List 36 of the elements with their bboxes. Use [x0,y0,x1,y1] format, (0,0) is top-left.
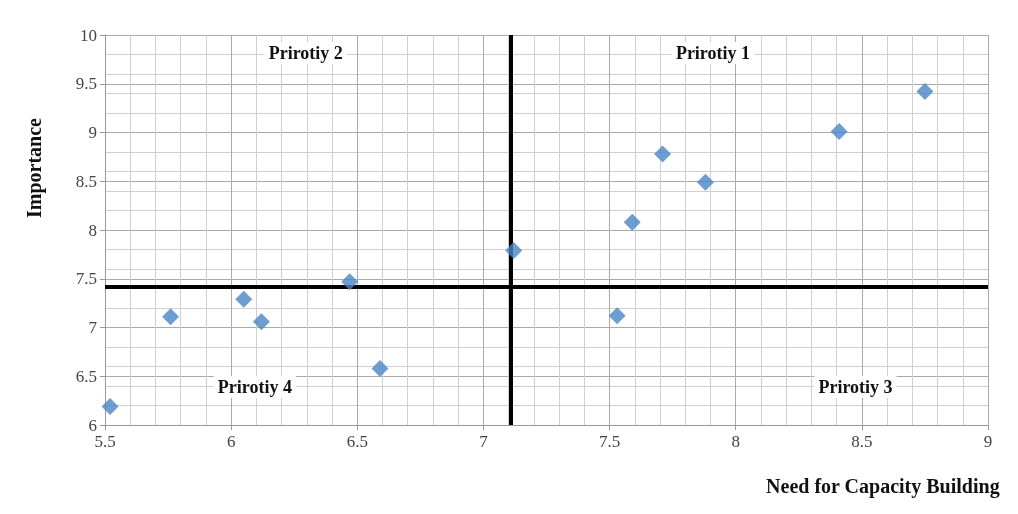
x-tick-label: 8 [731,432,740,451]
x-tick-label: 6 [226,432,236,451]
point [341,273,359,291]
point [916,83,934,101]
point [371,359,389,377]
x-tick-label: 8.5 [851,432,873,451]
y-tick-label: 6.5 [75,366,97,386]
point [608,307,626,325]
annotation: Prirotiy 1 [675,43,751,63]
x-tick-label: 9 [983,432,993,451]
y-tick-label: 8 [88,220,97,240]
point [505,241,523,259]
point [252,313,270,331]
y-tick-label: 10 [80,25,97,45]
x-tick-label: 7.5 [598,432,621,451]
point [654,145,672,163]
x-tick-label: 5.5 [94,432,116,451]
x-axis-title: Need for Capacity Building [766,475,1000,498]
x-tick-label: 7 [479,432,489,451]
y-tick-label: 8.5 [75,171,97,191]
point [162,308,180,326]
y-tick-label: 7.5 [75,269,97,289]
annotation: Prirotiy 3 [818,377,893,397]
point [830,123,848,141]
annotation: Prirotiy 4 [217,377,292,397]
y-tick-label: 9.5 [75,74,97,94]
x-tick-label: 6.5 [346,432,368,451]
annotation: Prirotiy 2 [268,43,343,63]
point [696,173,714,191]
point [623,213,641,231]
y-tick-label: 9 [88,123,97,142]
point [235,290,253,308]
y-tick-label: 7 [88,318,98,337]
y-axis-title: Importance [23,117,46,218]
point [101,397,119,415]
y-tick-label: 6 [88,415,97,435]
